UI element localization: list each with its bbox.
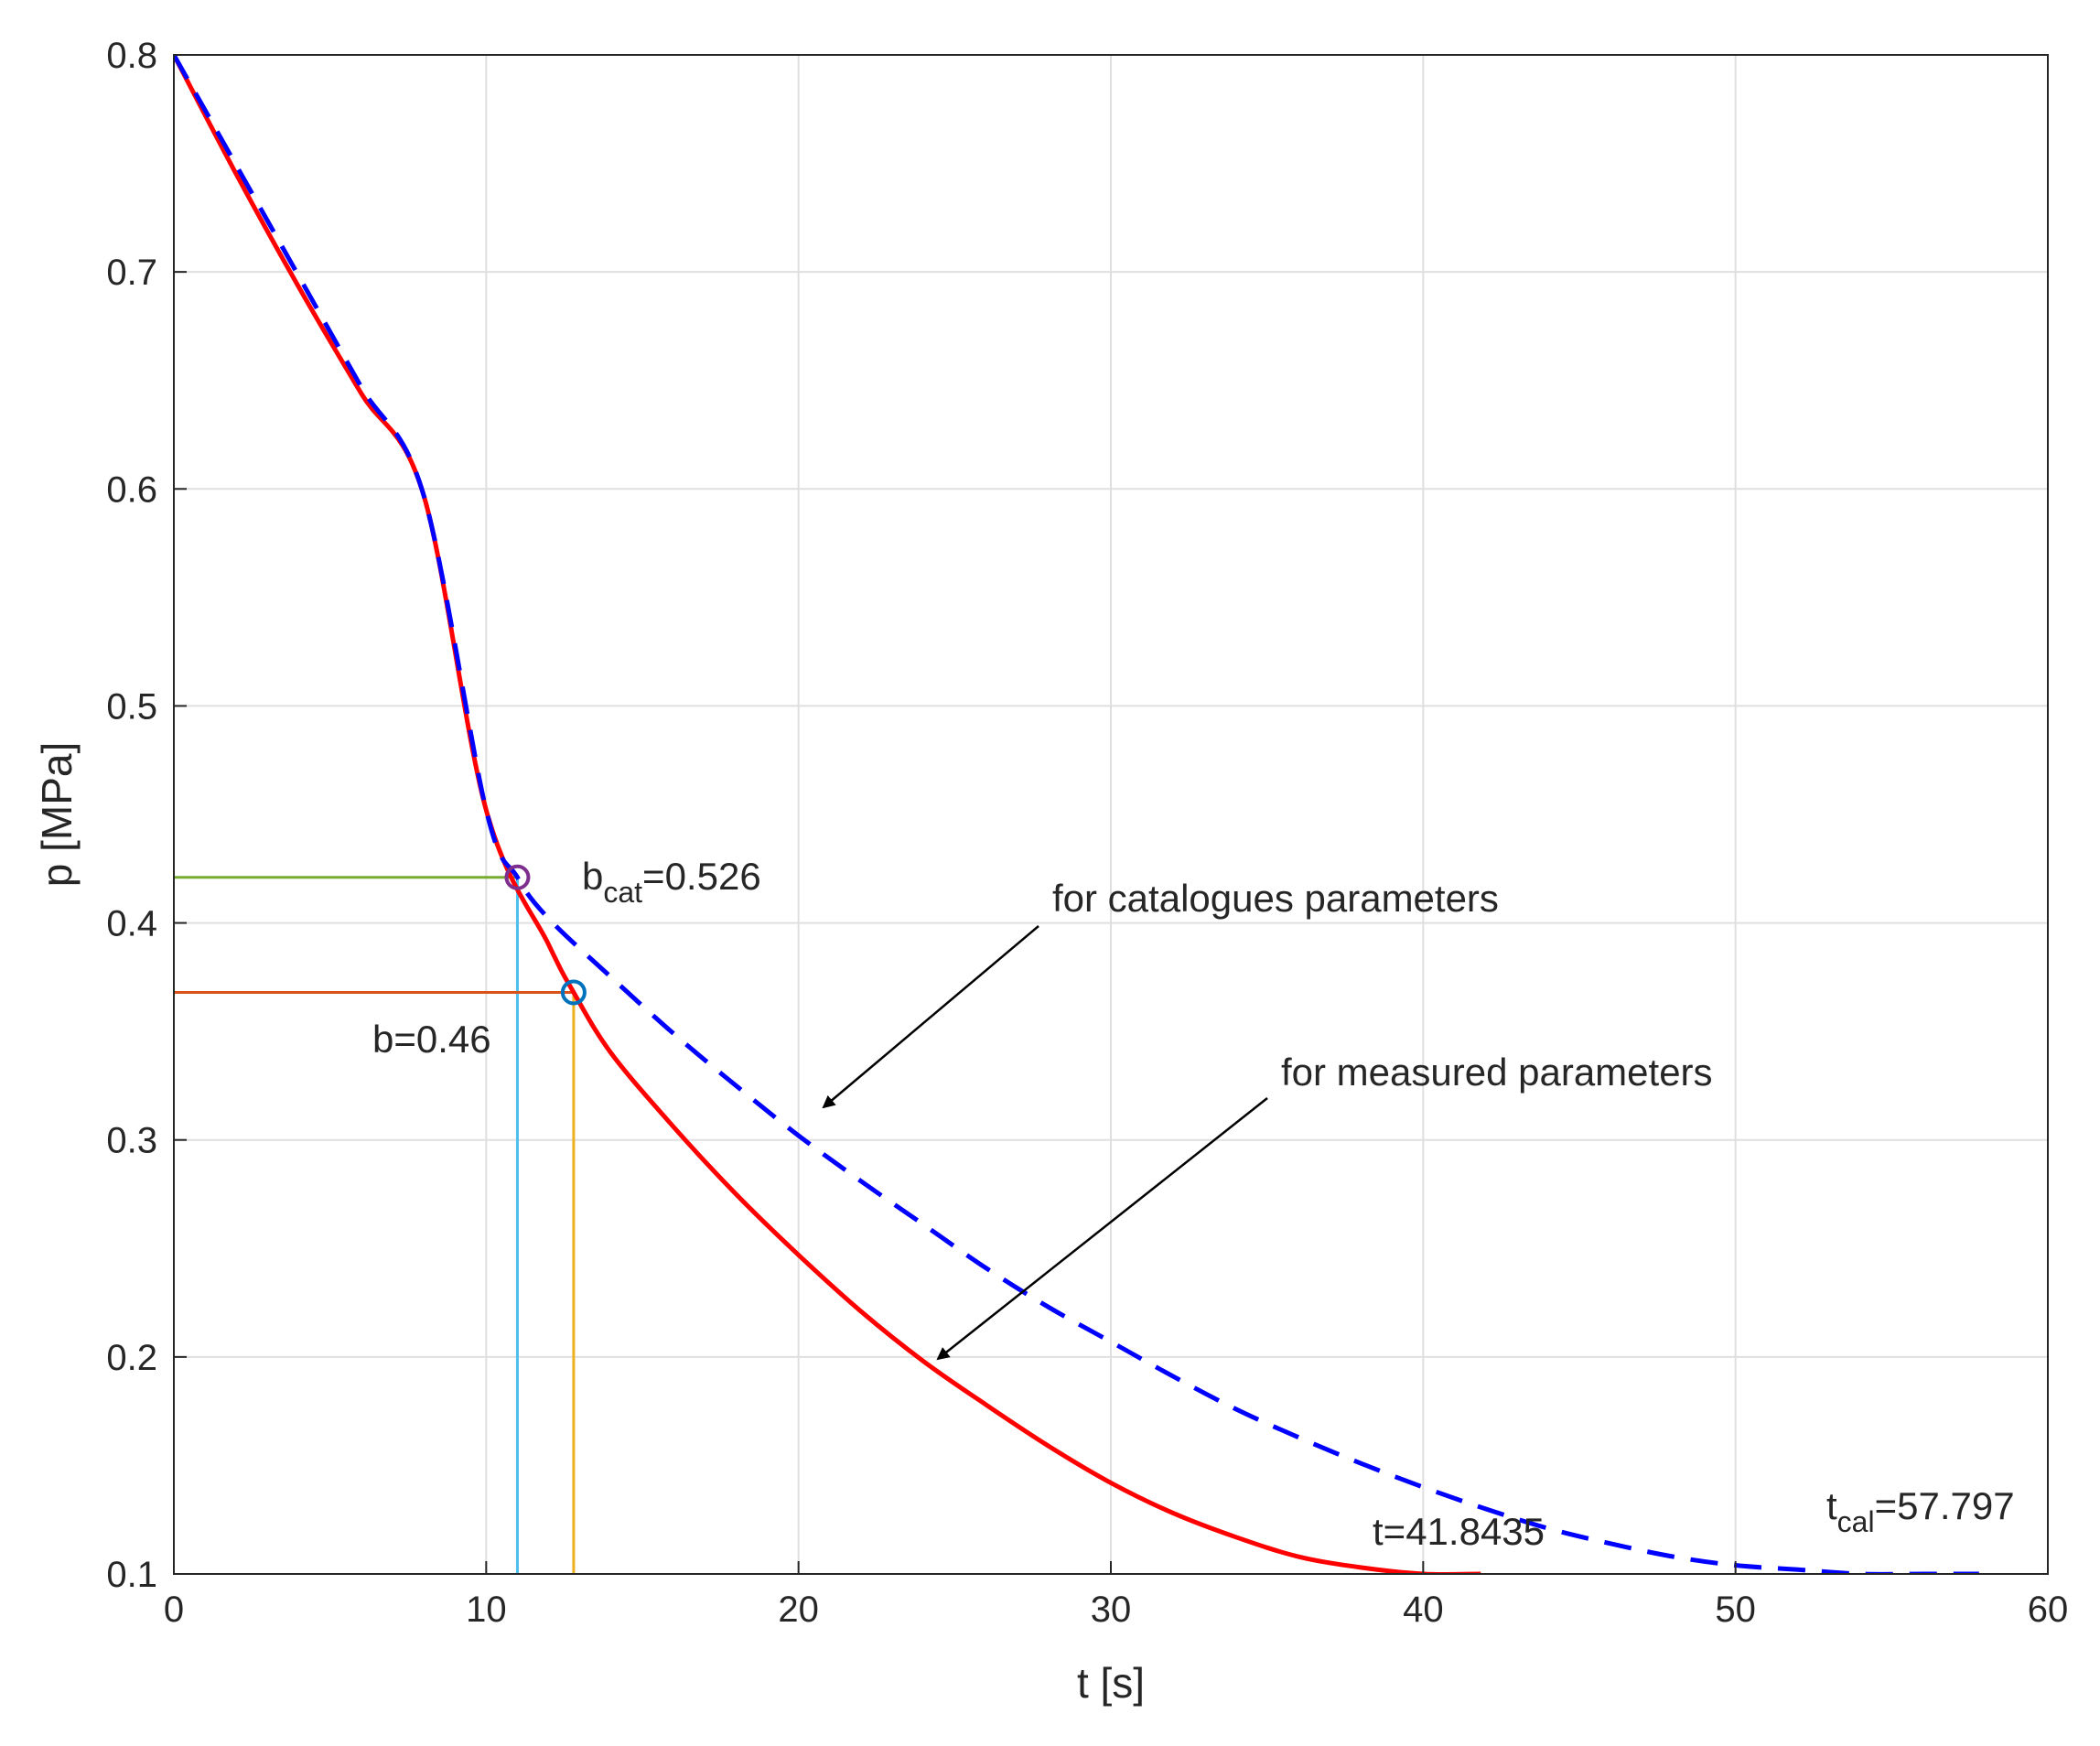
y-tick-label: 0.6 bbox=[106, 469, 157, 510]
tcal-annotation: tcal=57.797 bbox=[1826, 1484, 2015, 1538]
x-tick-label: 60 bbox=[2028, 1590, 2069, 1630]
bcat-sub: cat bbox=[603, 876, 642, 909]
b-point-marker bbox=[560, 979, 587, 1006]
axis-ticks: 0 10 20 30 40 50 60 0.1 0.2 0.3 0.4 0.5 0.6 0.7 0.8 bbox=[106, 36, 2068, 1630]
bcat-value: =0.526 bbox=[642, 855, 761, 898]
y-tick-label: 0.1 bbox=[106, 1555, 157, 1595]
b-annotation: b=0.46 bbox=[372, 1018, 491, 1061]
catalogue-annotation: for catalogues parameters bbox=[1052, 877, 1499, 920]
x-tick-label: 30 bbox=[1091, 1590, 1132, 1630]
measured-series-line bbox=[174, 55, 1481, 1574]
x-tick-label: 40 bbox=[1403, 1590, 1444, 1630]
series-layer bbox=[174, 55, 1979, 1574]
y-tick-label: 0.4 bbox=[106, 904, 157, 944]
tcal-value: =57.797 bbox=[1875, 1484, 2015, 1527]
x-axis-label: t [s] bbox=[1077, 1659, 1145, 1707]
catalogue-arrow bbox=[822, 925, 1039, 1109]
bcat-annotation: bcat=0.526 bbox=[582, 855, 761, 909]
measured-arrow bbox=[936, 1097, 1268, 1361]
y-tick-label: 0.3 bbox=[106, 1121, 157, 1161]
y-tick-label: 0.7 bbox=[106, 253, 157, 293]
tcal-sub: cal bbox=[1837, 1505, 1875, 1538]
y-tick-label: 0.2 bbox=[106, 1338, 157, 1378]
x-tick-label: 10 bbox=[466, 1590, 507, 1630]
t-measured-annotation: t=41.8435 bbox=[1373, 1510, 1545, 1553]
grid bbox=[174, 55, 2048, 1574]
x-tick-label: 50 bbox=[1715, 1590, 1756, 1630]
y-tick-label: 0.5 bbox=[106, 686, 157, 727]
measured-annotation: for measured parameters bbox=[1281, 1051, 1713, 1094]
y-axis-label: p [MPa] bbox=[33, 742, 81, 888]
tcal-main: t bbox=[1826, 1484, 1837, 1527]
y-tick-label: 0.8 bbox=[106, 36, 157, 76]
point-markers bbox=[504, 864, 587, 1006]
bcat-main: b bbox=[582, 855, 603, 898]
guide-lines bbox=[174, 876, 576, 1574]
bcat-point-marker bbox=[504, 864, 531, 890]
x-tick-label: 20 bbox=[778, 1590, 819, 1630]
catalogue-series-line bbox=[174, 55, 1979, 1574]
x-tick-label: 0 bbox=[164, 1590, 184, 1630]
